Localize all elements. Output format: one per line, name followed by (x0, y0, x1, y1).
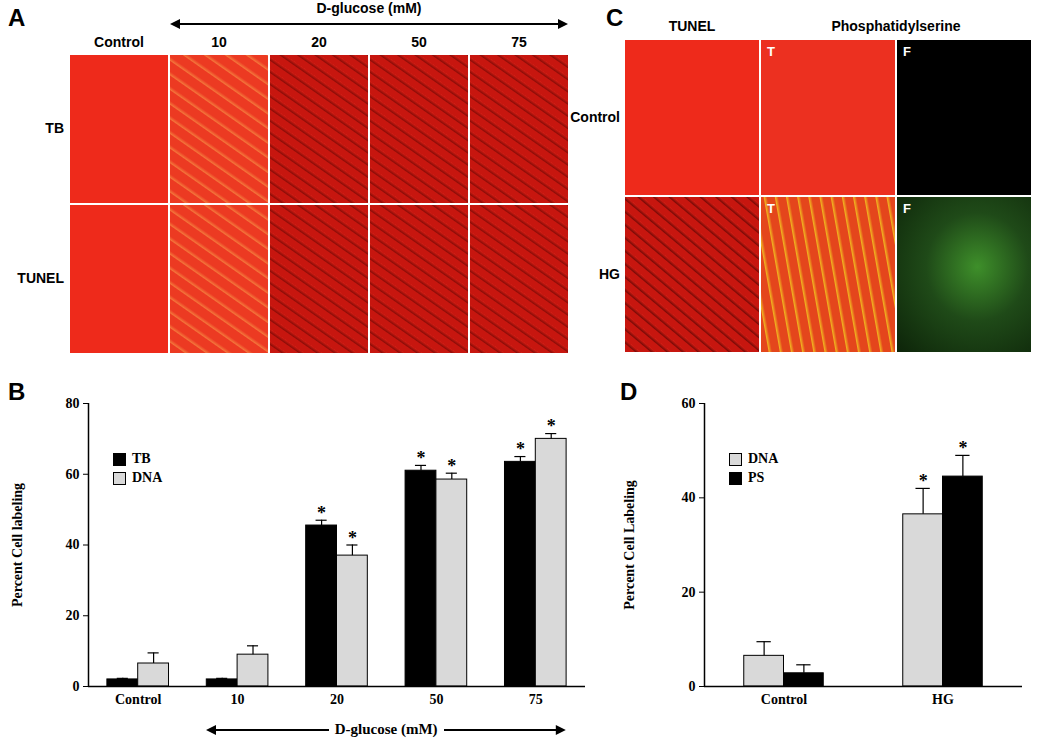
svg-text:*: * (547, 416, 556, 436)
html-text:50: 50 (411, 34, 427, 50)
svg-text:*: * (348, 528, 357, 548)
svg-text:80: 80 (66, 396, 80, 411)
svg-text:10: 10 (231, 692, 245, 707)
svg-text:*: * (958, 438, 967, 458)
html-text:T: T (767, 44, 775, 59)
svg-text:*: * (416, 448, 425, 468)
svg-text:75: 75 (529, 692, 543, 707)
html-text:D-glucose (mM): D-glucose (mM) (334, 721, 438, 737)
html-text:Control: Control (94, 34, 144, 50)
svg-text:40: 40 (66, 537, 80, 552)
svg-text:0: 0 (689, 679, 696, 694)
html-text:F: F (903, 201, 911, 216)
html-text:C: C (606, 4, 624, 31)
svg-text:60: 60 (66, 467, 80, 482)
html-text:TUNEL: TUNEL (17, 270, 64, 286)
html-text:PS: PS (748, 470, 765, 485)
html-text:75: 75 (511, 34, 527, 50)
svg-text:Control: Control (115, 692, 162, 707)
svg-text:Percent Cell labeling: Percent Cell labeling (10, 483, 25, 607)
svg-text:HG: HG (932, 692, 954, 707)
svg-text:*: * (919, 471, 928, 491)
html-text:B: B (8, 378, 26, 405)
svg-text:20: 20 (330, 692, 344, 707)
svg-text:*: * (317, 503, 326, 523)
html-text:20: 20 (311, 34, 327, 50)
svg-text:40: 40 (682, 490, 696, 505)
html-text:HG: HG (599, 265, 620, 282)
html-text:D: D (620, 378, 638, 405)
svg-text:Control: Control (761, 692, 808, 707)
svg-text:20: 20 (682, 585, 696, 600)
html-text:TB: TB (132, 451, 151, 466)
html-text:F: F (903, 44, 911, 59)
html-text:10: 10 (211, 34, 227, 50)
svg-text:Percent Cell Labeling: Percent Cell Labeling (622, 480, 637, 610)
html-text:T: T (767, 201, 775, 216)
svg-text:0: 0 (73, 679, 80, 694)
html-text:Phosphatidylserine: Phosphatidylserine (831, 18, 961, 34)
html-text:Control: Control (570, 108, 620, 125)
svg-text:20: 20 (66, 608, 80, 623)
html-text:DNA: DNA (132, 470, 163, 485)
svg-text:60: 60 (682, 396, 696, 411)
html-text:D-glucose (mM): D-glucose (mM) (316, 0, 422, 16)
html-text:DNA: DNA (748, 451, 779, 466)
svg-text:*: * (516, 439, 525, 459)
html-text:TB: TB (45, 120, 64, 136)
html-text:TUNEL: TUNEL (668, 18, 716, 34)
html-text:A: A (8, 4, 26, 31)
svg-text:*: * (447, 456, 456, 476)
svg-text:50: 50 (429, 692, 443, 707)
